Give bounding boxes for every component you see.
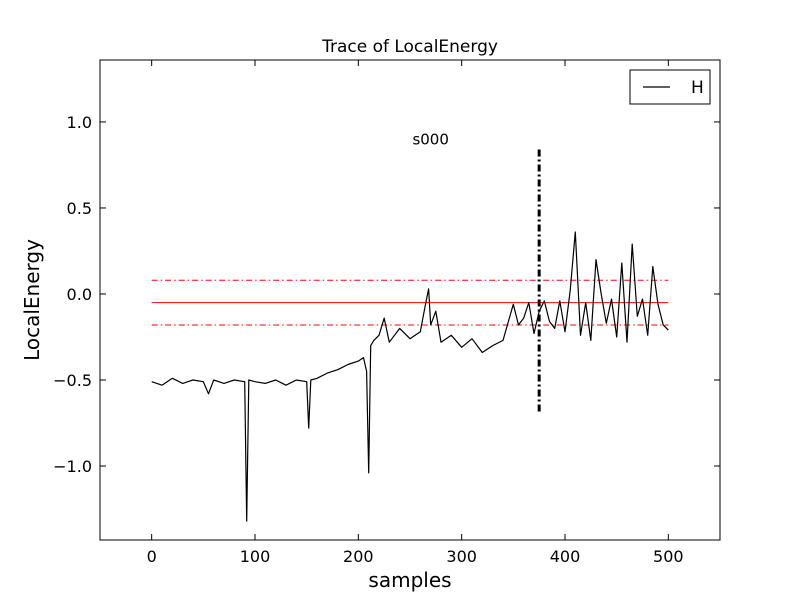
legend: H — [629, 69, 711, 105]
x-tick-label: 500 — [653, 547, 684, 566]
y-tick-label: 0.5 — [67, 199, 92, 218]
axes-frame — [99, 59, 721, 541]
chart-title: Trace of LocalEnergy — [321, 37, 498, 57]
annotation-label: s000 — [412, 130, 448, 148]
plot-area: s000 0 100 200 300 400 500 −1.0 −0.5 0.0 0.5 1.0 H — [53, 59, 721, 566]
y-tick-label: −0.5 — [53, 371, 92, 390]
y-axis-label: LocalEnergy — [20, 239, 44, 361]
x-tick-label: 100 — [240, 547, 271, 566]
legend-label-H: H — [691, 78, 704, 98]
plot-data-layer — [151, 149, 669, 522]
x-tick-label: 200 — [343, 547, 374, 566]
series-line-H — [151, 231, 669, 522]
x-tick-label: 0 — [147, 547, 157, 566]
y-tick-label: 0.0 — [67, 285, 92, 304]
x-axis-label: samples — [368, 568, 451, 592]
y-tick-label: −1.0 — [53, 457, 92, 476]
x-tick-label: 400 — [550, 547, 581, 566]
x-tick-label: 300 — [446, 547, 477, 566]
y-tick-label: 1.0 — [67, 113, 92, 132]
